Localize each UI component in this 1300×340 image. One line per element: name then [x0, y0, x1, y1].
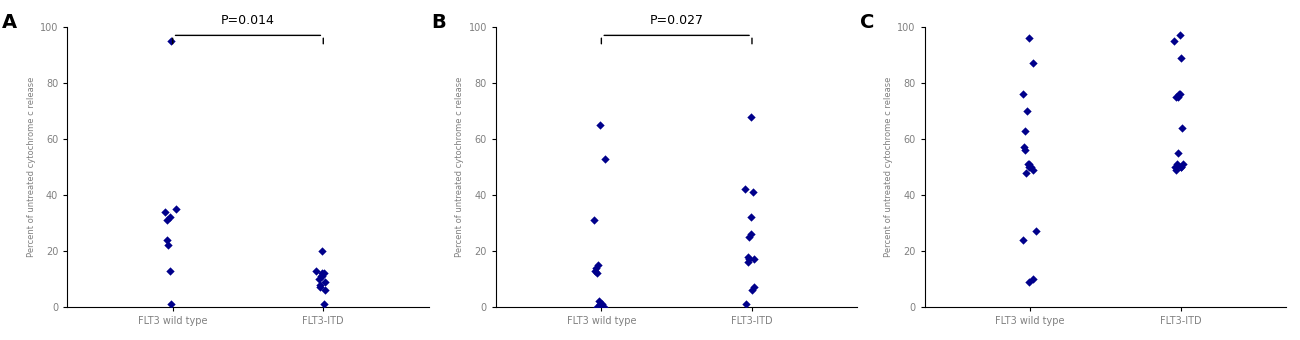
Point — [1026, 229, 1046, 234]
Point — [1166, 167, 1187, 173]
Point — [312, 271, 333, 276]
Point — [1023, 61, 1044, 66]
Point — [1171, 55, 1192, 61]
Point — [738, 234, 759, 240]
Point — [165, 206, 186, 212]
Point — [589, 302, 610, 307]
Point — [741, 215, 762, 220]
Point — [584, 218, 605, 223]
Point — [590, 304, 611, 310]
Point — [1015, 148, 1036, 153]
Point — [1167, 150, 1188, 156]
Point — [161, 302, 182, 307]
Point — [734, 187, 755, 192]
Point — [1167, 162, 1188, 167]
Point — [161, 38, 182, 44]
Point — [315, 288, 335, 293]
Point — [741, 114, 762, 119]
Point — [1173, 125, 1193, 131]
Point — [1018, 35, 1039, 41]
Point — [312, 248, 333, 254]
Text: C: C — [859, 13, 874, 32]
Point — [1017, 108, 1037, 114]
Point — [1165, 164, 1186, 170]
Point — [1173, 162, 1193, 167]
Point — [1022, 276, 1043, 282]
Point — [1018, 162, 1039, 167]
Point — [156, 237, 177, 242]
Point — [588, 262, 608, 268]
Point — [736, 302, 757, 307]
Point — [157, 243, 178, 248]
Point — [1169, 33, 1190, 38]
Point — [313, 302, 334, 307]
Point — [160, 268, 181, 273]
Y-axis label: Percent of untreated cytochrome c release: Percent of untreated cytochrome c releas… — [455, 77, 464, 257]
Point — [742, 189, 763, 195]
Y-axis label: Percent of untreated cytochrome c release: Percent of untreated cytochrome c releas… — [27, 77, 35, 257]
Point — [594, 304, 615, 310]
Point — [585, 268, 606, 273]
Point — [1018, 162, 1039, 167]
Point — [1018, 279, 1039, 285]
Point — [1166, 94, 1187, 100]
Point — [585, 265, 606, 271]
Point — [737, 254, 758, 259]
Point — [742, 288, 763, 293]
Point — [157, 218, 178, 223]
Point — [1015, 170, 1036, 175]
Point — [590, 122, 611, 128]
Point — [744, 257, 764, 262]
Point — [1020, 164, 1041, 170]
Point — [1170, 164, 1191, 170]
Point — [744, 285, 764, 290]
Point — [155, 209, 176, 215]
Point — [1169, 91, 1190, 97]
Point — [1167, 94, 1188, 100]
Point — [1014, 128, 1035, 133]
Point — [1013, 237, 1034, 242]
Point — [738, 257, 759, 262]
Point — [1023, 167, 1044, 173]
Point — [313, 271, 334, 276]
Point — [741, 232, 762, 237]
Point — [1014, 145, 1035, 150]
Point — [1018, 164, 1039, 170]
Point — [308, 276, 329, 282]
Point — [738, 259, 759, 265]
Point — [309, 285, 330, 290]
Point — [1171, 164, 1192, 170]
Point — [160, 215, 181, 220]
Point — [589, 299, 610, 304]
Point — [306, 268, 326, 273]
Point — [312, 274, 333, 279]
Text: B: B — [430, 13, 446, 32]
Point — [594, 156, 615, 162]
Point — [586, 304, 607, 310]
Point — [315, 279, 335, 285]
Text: P=0.014: P=0.014 — [221, 14, 274, 27]
Point — [311, 274, 332, 279]
Point — [1013, 91, 1034, 97]
Y-axis label: Percent of untreated cytochrome c release: Percent of untreated cytochrome c releas… — [884, 77, 893, 257]
Text: A: A — [3, 13, 17, 32]
Text: P=0.027: P=0.027 — [650, 14, 703, 27]
Point — [586, 271, 607, 276]
Point — [1169, 91, 1190, 97]
Point — [592, 302, 612, 307]
Point — [1164, 38, 1184, 44]
Point — [309, 282, 330, 287]
